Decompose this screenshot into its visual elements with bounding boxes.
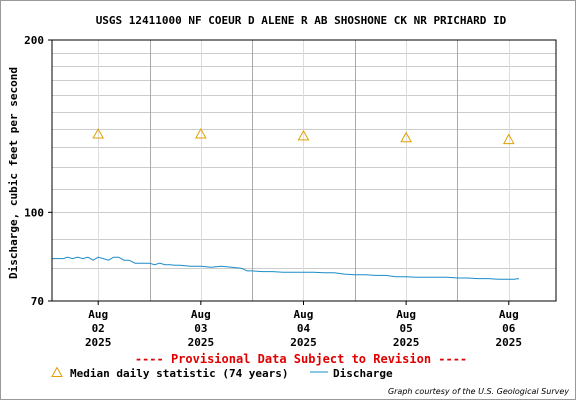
median-marker	[400, 131, 412, 143]
x-tick-label: 2025	[188, 336, 215, 349]
provisional-notice: ---- Provisional Data Subject to Revisio…	[135, 352, 467, 366]
grid	[52, 40, 556, 301]
x-tick-label: 2025	[496, 336, 523, 349]
y-axis-label: Discharge, cubic feet per second	[7, 67, 20, 279]
y-tick-label: 200	[24, 34, 44, 47]
median-marker	[92, 128, 105, 139]
legend-median-label: Median daily statistic (74 years)	[70, 367, 289, 380]
median-marker	[194, 128, 207, 139]
x-tick-label: 2025	[393, 336, 420, 349]
x-tick-label: Aug	[88, 308, 108, 321]
x-tick-label: 2025	[85, 336, 112, 349]
legend-discharge-label: Discharge	[333, 367, 393, 380]
x-tick-label: Aug	[294, 308, 314, 321]
y-axis-ticks: 70 100 200	[24, 34, 52, 308]
y-tick-label: 100	[24, 206, 44, 219]
x-tick-label: 04	[297, 322, 311, 335]
median-marker	[502, 133, 515, 145]
x-tick-label: 02	[92, 322, 105, 335]
y-tick-label: 70	[31, 295, 44, 308]
median-marker	[297, 129, 310, 141]
x-tick-label: Aug	[191, 308, 211, 321]
legend-median-marker	[51, 366, 63, 377]
legend: Median daily statistic (74 years) Discha…	[51, 366, 393, 380]
x-tick-label: Aug	[396, 308, 416, 321]
x-tick-label: 2025	[290, 336, 317, 349]
x-tick-label: 03	[194, 322, 207, 335]
plot-area-border	[51, 39, 557, 302]
x-axis-ticks: Aug022025Aug032025Aug042025Aug052025Aug0…	[85, 301, 522, 349]
credit-text: Graph courtesy of the U.S. Geological Su…	[388, 387, 569, 396]
chart-title: USGS 12411000 NF COEUR D ALENE R AB SHOS…	[96, 14, 507, 27]
series-layer	[52, 128, 520, 280]
discharge-line	[52, 256, 520, 280]
x-tick-label: Aug	[499, 308, 519, 321]
x-tick-label: 05	[400, 322, 413, 335]
x-tick-label: 06	[502, 322, 516, 335]
